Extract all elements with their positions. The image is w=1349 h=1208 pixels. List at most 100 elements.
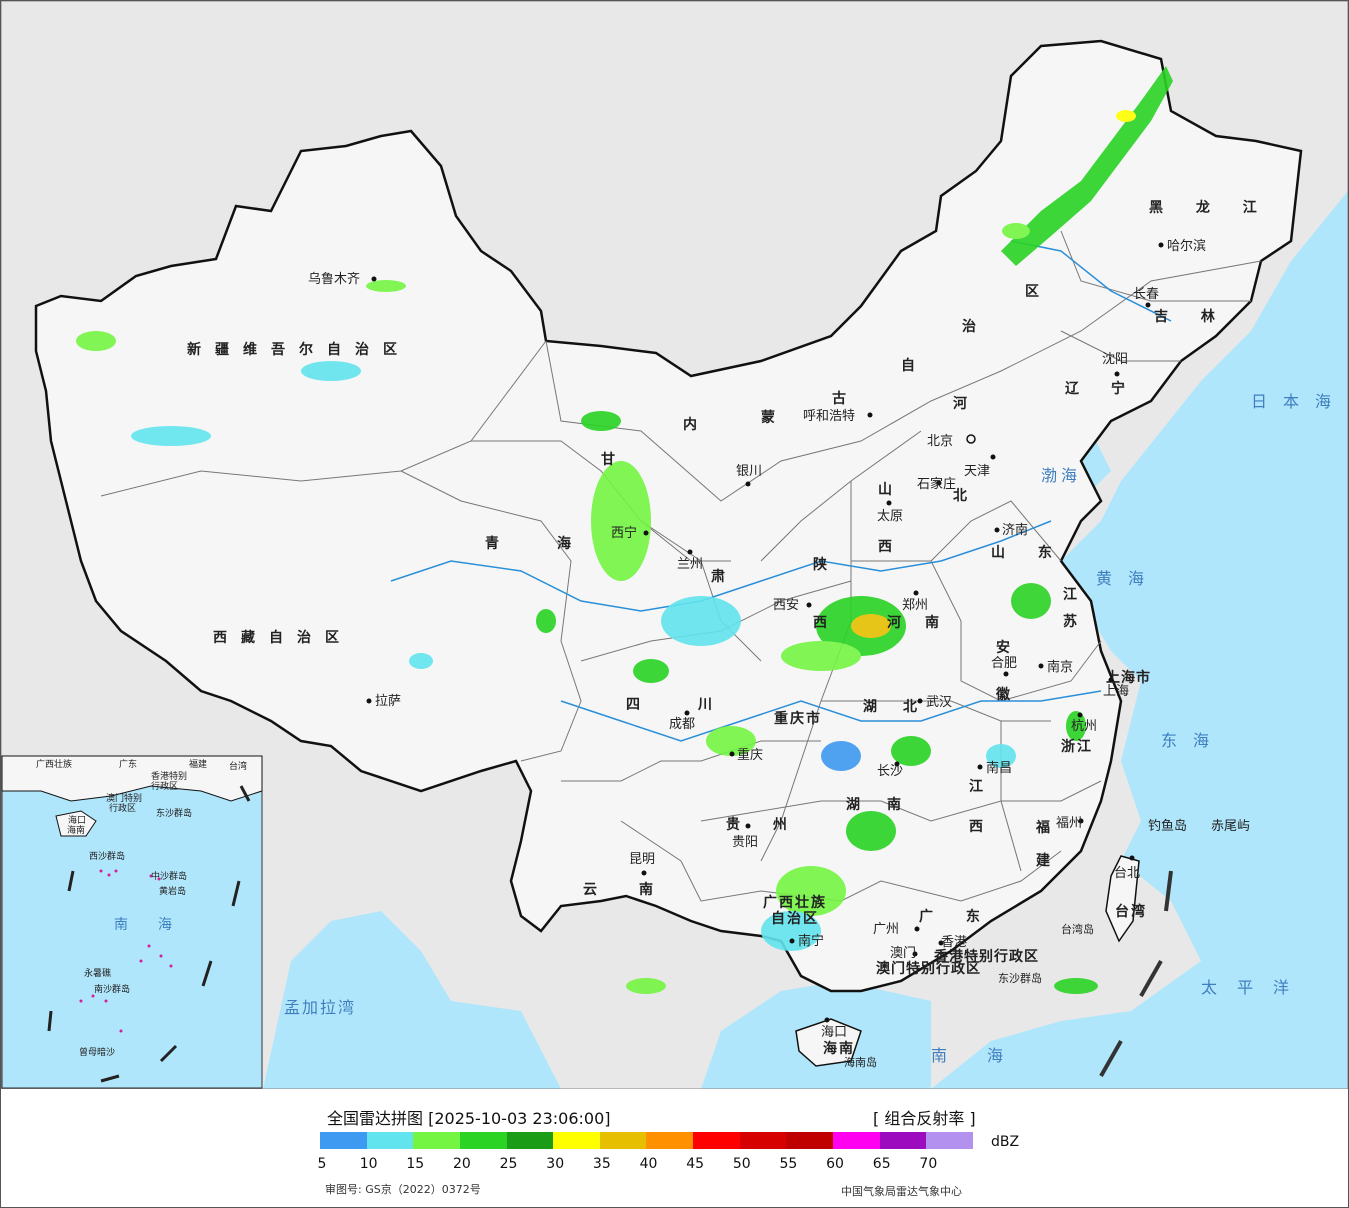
legend-swatch [366, 1132, 414, 1149]
label-jilin: 吉 林 [1154, 308, 1229, 325]
legend-tick-label: 30 [546, 1156, 565, 1172]
city-hefei: 合肥 [991, 656, 1017, 671]
inset-label-guangxi: 广西壮族 [36, 758, 72, 770]
city-harbin: 哈尔滨 [1167, 238, 1206, 254]
inset-label-nansha: 南沙群岛 [94, 983, 130, 995]
label-shanxi-1: 山 [878, 482, 906, 498]
city-macao: 澳门 [890, 945, 916, 961]
city-dot-taiyuan [886, 500, 892, 506]
label-hubei-2: 北 [903, 699, 931, 715]
city-nanjing: 南京 [1047, 659, 1073, 675]
city-hongkong: 香港 [941, 935, 967, 950]
legend-swatch [926, 1132, 973, 1149]
boundary-dashes [1099, 870, 1173, 1077]
legend-unit: dBZ [991, 1134, 1020, 1150]
city-changsha: 长沙 [877, 764, 903, 779]
label-jiangsu-2: 苏 [1063, 613, 1091, 630]
legend-swatch [553, 1132, 600, 1149]
label-anhui-1: 安 [996, 639, 1024, 656]
legend-tick-label: 20 [453, 1156, 471, 1172]
label-guangxi-1: 广西壮族 [763, 894, 827, 911]
sea-labels: 日本海 渤海 黄海 东海 南海 太平洋 孟加拉湾 [284, 392, 1347, 1065]
legend-swatch [739, 1132, 787, 1149]
legend-tick-label: 50 [732, 1156, 751, 1172]
city-beijing: 北京 [927, 434, 953, 449]
city-shijiazhuang: 石家庄 [917, 476, 956, 492]
legend-swatch [320, 1132, 367, 1149]
sea-east [931, 191, 1348, 1089]
island-diaoyu: 钓鱼岛 [1148, 818, 1187, 834]
radar-echoes [76, 66, 1173, 994]
sea-japan: 日本海 [1251, 392, 1347, 411]
city-dot-shanghai [1108, 677, 1114, 683]
label-xizang: 西藏自治区 [213, 629, 353, 646]
legend-tick-label: 60 [826, 1156, 844, 1172]
city-hohhot: 呼和浩特 [803, 409, 855, 424]
city-dot-guangzhou [914, 926, 920, 932]
city-wuhan: 武汉 [926, 695, 952, 710]
city-xining: 西宁 [611, 525, 637, 541]
label-hongkong: 香港特别行政区 [933, 948, 1039, 965]
label-jiangsu-1: 江 [1063, 586, 1091, 603]
city-lhasa: 拉萨 [375, 694, 401, 709]
city-tianjin: 天津 [964, 464, 990, 479]
legend-approval-number: 审图号: GS京（2022）0372号 [325, 1183, 481, 1196]
city-dot-taipei [1129, 855, 1135, 861]
label-henan-2: 南 [925, 614, 953, 631]
city-dot-xian [806, 602, 812, 608]
radar-mosaic-map[interactable]: 新疆维吾尔自治区 西藏自治区 青 海 甘 肃 内 蒙 古 自 治 区 黑 龙 江… [1, 1, 1348, 1089]
label-nmg-4: 自 [901, 357, 929, 374]
city-dot-wuhan [917, 698, 923, 704]
legend-source: 中国气象局雷达气象中心 [841, 1185, 962, 1198]
city-dot-hohhot [867, 412, 873, 418]
label-liaoning-1: 辽 [1065, 381, 1093, 397]
city-dot-chongqing [729, 751, 735, 757]
inset-label-yongshu: 永暑礁 [84, 967, 111, 979]
legend-swatch [599, 1132, 647, 1149]
city-taiyuan: 太原 [877, 509, 903, 524]
legend-title: 全国雷达拼图 [2025-10-03 23:06:00] [327, 1109, 611, 1128]
label-nmg-3: 古 [832, 390, 860, 407]
legend-tick-label: 15 [406, 1156, 425, 1172]
legend-swatch [693, 1132, 740, 1149]
city-shanghai: 上海 [1103, 684, 1129, 699]
label-xinjiang: 新疆维吾尔自治区 [187, 341, 411, 358]
inset-frame [1, 755, 263, 1089]
china-landmass [34, 39, 1303, 993]
inset-label-haikou: 海口 [68, 814, 86, 826]
city-nanchang: 南昌 [986, 760, 1012, 776]
label-hainan: 海南 [823, 1040, 855, 1057]
legend-tick-label: 40 [639, 1156, 658, 1172]
inset-island-marks [79, 869, 173, 1033]
city-dot-xining [643, 530, 649, 536]
city-dot-lhasa [366, 698, 372, 704]
city-dot-hefei [1003, 671, 1009, 677]
hainan-island [795, 1018, 862, 1067]
label-nmg-5: 治 [962, 318, 990, 335]
legend-swatch [786, 1132, 834, 1149]
legend-tick-label: 65 [872, 1156, 891, 1172]
province-labels: 新疆维吾尔自治区 西藏自治区 青 海 甘 肃 内 蒙 古 自 治 区 黑 龙 江… [187, 199, 1257, 1057]
island-chiwei: 赤尾屿 [1211, 819, 1250, 834]
city-urumqi: 乌鲁木齐 [308, 271, 360, 287]
label-fujian-2: 建 [1036, 852, 1064, 869]
inset-label-nanhai: 南海 [114, 917, 202, 933]
label-gansu-2: 肃 [711, 568, 739, 585]
city-dot-beijing [966, 434, 976, 444]
legend-swatch [879, 1132, 927, 1149]
label-gansu-1: 甘 [601, 451, 629, 468]
city-yinchuan: 银川 [736, 464, 762, 479]
inset-label-mo-2: 行政区 [109, 802, 136, 814]
city-guiyang: 贵阳 [732, 835, 758, 850]
label-jiangxi-1: 江 [969, 778, 997, 795]
city-dot-yinchuan [745, 481, 751, 487]
inset-coast [1, 755, 263, 802]
label-shanghai: 上海市 [1106, 669, 1151, 686]
label-yunnan-2: 南 [639, 881, 667, 898]
label-nmg-1: 内 [683, 416, 711, 433]
city-jinan: 济南 [1002, 522, 1028, 538]
inset-south-china-sea[interactable]: 广西壮族 广东 福建 台湾 香港特别 行政区 澳门特别 行政区 海口 海南 东沙… [1, 755, 263, 1089]
label-yunnan-1: 云 [583, 882, 611, 898]
label-jiangxi-2: 西 [969, 819, 997, 835]
label-guangxi-2: 自治区 [771, 910, 819, 927]
